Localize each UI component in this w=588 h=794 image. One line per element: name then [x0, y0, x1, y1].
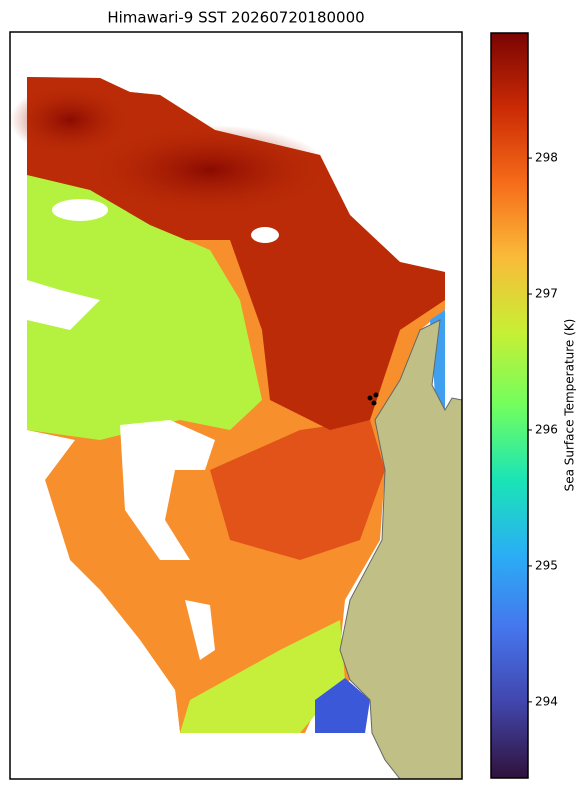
colorbar-tick-label: 296: [535, 422, 558, 436]
sst-field: [10, 77, 462, 779]
colorbar: [490, 32, 529, 779]
colorbar-tick-label: 294: [535, 694, 558, 708]
colorbar-tick-label: 295: [535, 558, 558, 572]
map-frame: [9, 31, 463, 780]
colorbar-tick-label: 298: [535, 151, 558, 165]
colorbar-tick-label: 297: [535, 287, 558, 301]
map-title: Himawari-9 SST 20260720180000: [107, 9, 364, 27]
colorbar-label: Sea Surface Temperature (K): [563, 319, 577, 492]
